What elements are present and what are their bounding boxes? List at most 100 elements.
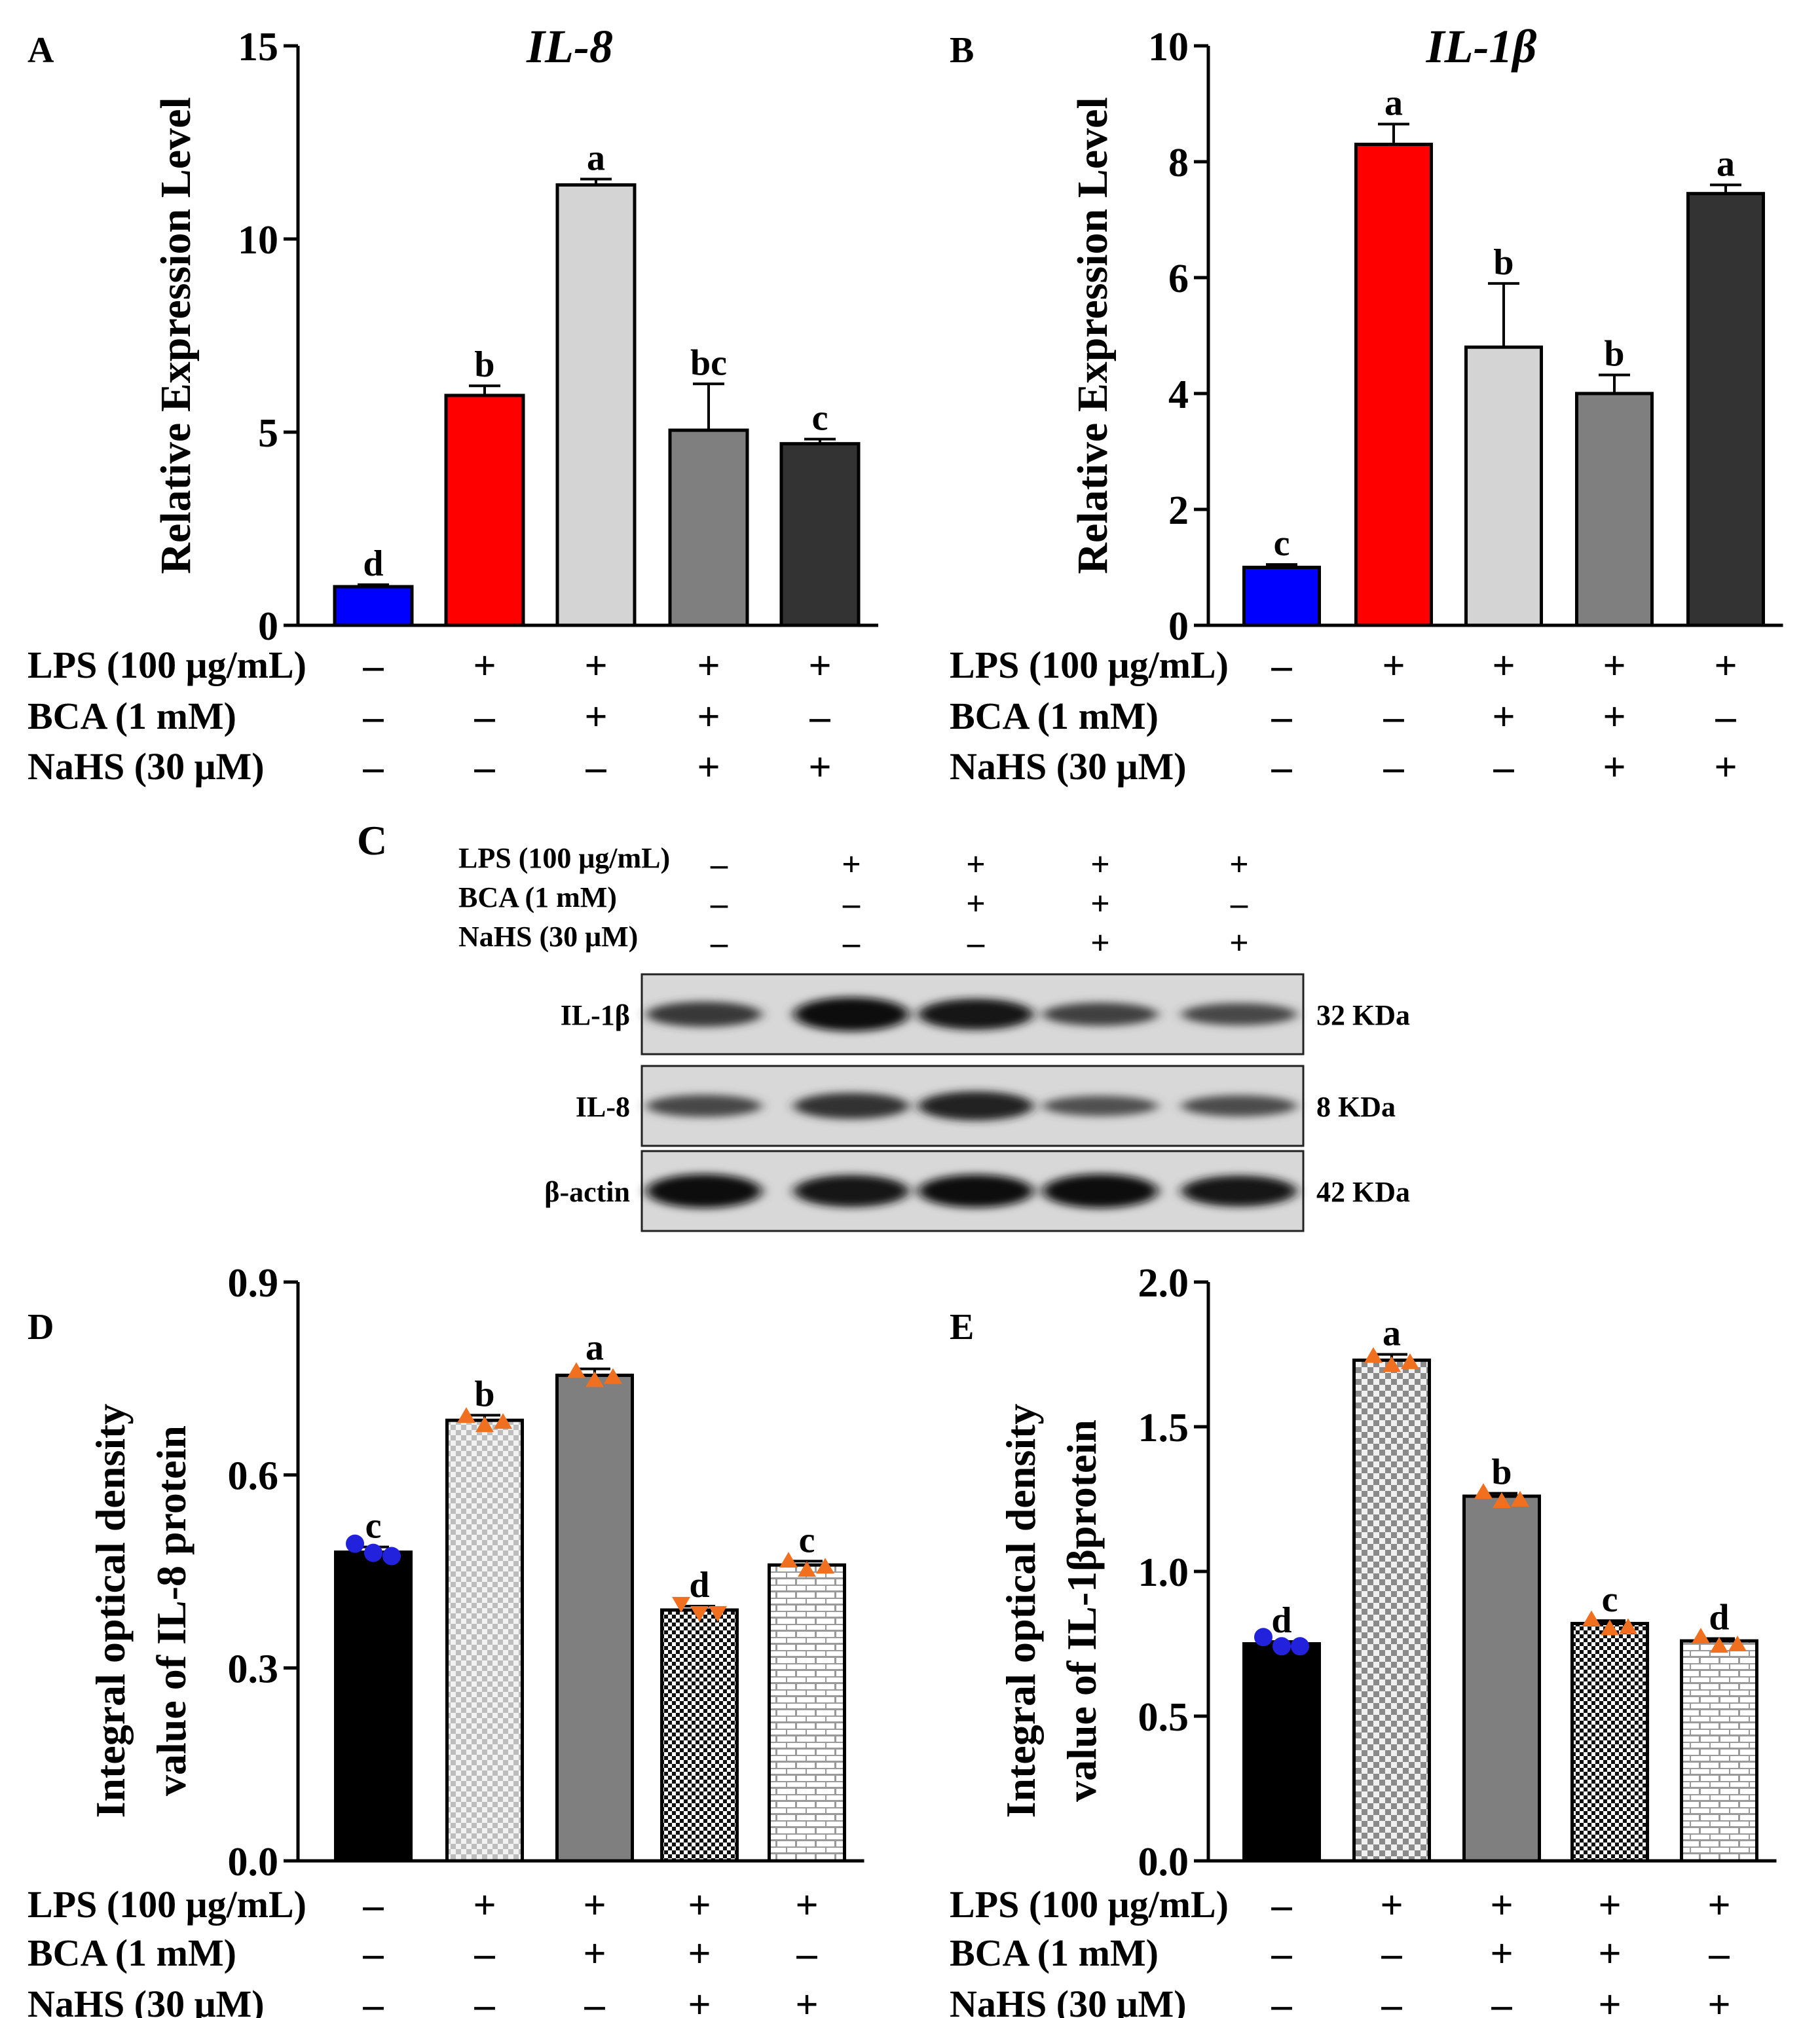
treatment-sign: – [1709,1932,1730,1976]
treatment-sign: + [688,1883,711,1928]
bar-5 [1686,192,1765,627]
treatment-sign: + [1714,745,1737,790]
data-point [1401,1353,1419,1369]
y-axis-label-line: value of IL-8 protein [148,1425,195,1796]
treatment-sign: + [1490,1932,1513,1976]
treatment-label: BCA (1 mM) [28,695,236,737]
treatment-sign: + [584,695,607,739]
data-point [1364,1347,1383,1363]
y-axis-label-line: Integral optical density [997,1404,1044,1818]
treatment-label: LPS (100 μg/mL) [950,1883,1229,1926]
blot-treatment-sign: + [842,846,861,883]
treatment-sign: – [1271,695,1293,739]
significance-letter: a [587,138,605,179]
blot-band [794,997,909,1031]
bar-5 [779,442,861,627]
data-point [585,1371,604,1387]
panel-letter: B [950,30,974,71]
molecular-weight-label: 32 KDa [1316,999,1410,1031]
treatment-sign: – [363,745,384,790]
treatment-sign: – [1383,745,1405,790]
blot-band [646,1095,762,1117]
data-point [1254,1628,1272,1647]
data-point [604,1368,622,1384]
data-point [1582,1610,1601,1626]
blot-treatment-sign: – [710,885,728,923]
blot-band [794,1093,909,1119]
y-tick-label: 2.0 [1138,1261,1189,1306]
blot-band [1181,1175,1297,1207]
y-tick-label: 4 [1168,373,1189,417]
treatment-sign: + [1492,644,1515,688]
significance-letter: b [1604,334,1624,375]
significance-letter: c [1602,1579,1618,1620]
panel-letter: A [28,30,54,71]
treatment-label: NaHS (30 μM) [28,745,265,788]
treatment-label: NaHS (30 μM) [28,1983,265,2018]
bar-4 [660,1608,739,1863]
treatment-label: LPS (100 μg/mL) [950,644,1229,686]
treatment-sign: – [363,644,384,688]
treatment-sign: – [363,1883,384,1928]
treatment-sign: + [688,1983,711,2018]
treatment-sign: – [1383,695,1405,739]
y-axis-label-line: Integral optical density [87,1404,134,1818]
significance-letter: b [1491,1452,1512,1493]
data-point [382,1547,401,1566]
treatment-sign: + [584,644,607,688]
blot-band [646,1001,762,1027]
treatment-sign: – [474,695,496,739]
bar-5 [768,1563,846,1863]
blot-treatment-sign: – [1230,885,1248,923]
blot-treatment-sign: – [842,925,861,962]
blot-band [794,1175,909,1207]
treatment-sign: + [473,1883,496,1928]
blot-band [1181,1095,1297,1117]
treatment-sign: – [584,1983,606,2018]
y-tick-label: 1.0 [1138,1550,1189,1595]
significance-letter: a [1384,83,1403,123]
significance-letter: c [812,398,828,439]
blot-band [1043,1095,1158,1116]
bar-1 [334,1550,413,1863]
data-point [779,1552,798,1568]
bar-1 [333,585,414,627]
treatment-sign: – [1381,1983,1403,2018]
chart-panel-e: E Integral optical density value of IL-1βp… [950,1261,1777,2018]
y-tick-label: 10 [238,218,278,263]
y-tick-label: 8 [1168,141,1189,185]
significance-letter: d [1271,1600,1291,1641]
significance-letter: b [1493,242,1514,283]
protein-label: β-actin [544,1176,630,1208]
treatment-sign: – [363,1932,384,1976]
panel-letter: D [28,1307,54,1348]
blot-treatment-sign: + [1090,846,1110,883]
treatment-sign: + [1707,1883,1730,1928]
treatment-sign: + [688,1932,711,1976]
panel-letter: E [950,1307,974,1348]
significance-letter: a [1717,143,1735,184]
blot-row: β-actin 42 KDa [544,1150,1410,1232]
blot-row: IL-8 8 KDa [576,1065,1396,1147]
treatment-sign: + [697,745,720,790]
treatment-sign: + [1598,1883,1621,1928]
treatment-sign: + [1603,695,1625,739]
treatment-sign: + [1380,1883,1403,1928]
treatment-sign: – [363,695,384,739]
protein-label: IL-8 [576,1091,630,1123]
blot-treatment-sign: + [1090,885,1110,923]
treatment-sign: + [1382,644,1405,688]
bar-4 [668,428,749,627]
significance-letter: c [799,1520,815,1560]
data-point [1493,1492,1511,1509]
treatment-label: BCA (1 mM) [950,1932,1159,1974]
significance-letter: bc [690,342,727,383]
y-axis-label: Relative Expression Level [1069,97,1117,574]
y-tick-label: 6 [1168,257,1189,301]
treatment-sign: – [474,1932,496,1976]
bar-2 [1352,1358,1431,1863]
blot-band [918,999,1033,1030]
data-point [1474,1483,1493,1499]
y-tick-label: 0 [1168,604,1189,649]
